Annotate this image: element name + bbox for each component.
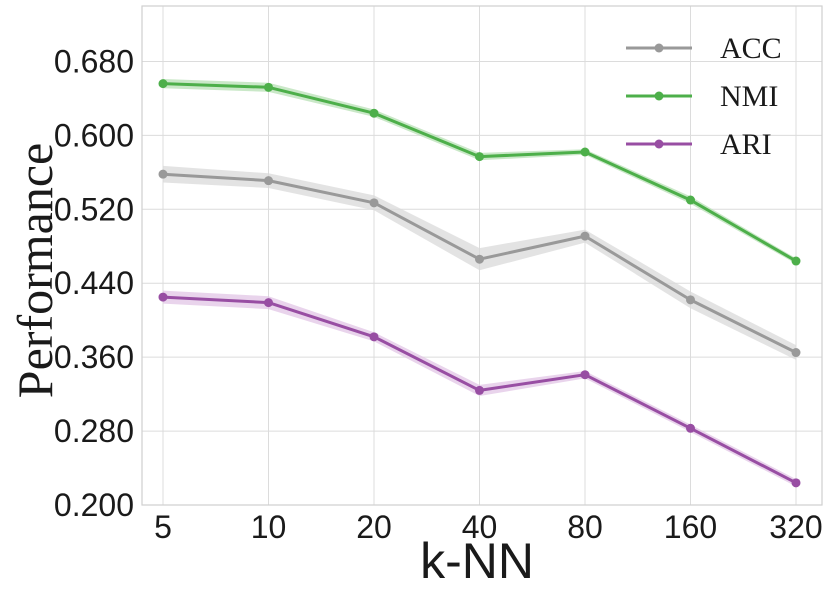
- y-tick-label: 0.520: [54, 191, 134, 227]
- x-tick-label: 320: [769, 509, 822, 545]
- y-tick-label: 0.360: [54, 339, 134, 375]
- acc-data-point: [369, 198, 379, 208]
- ari-data-point: [158, 292, 168, 302]
- acc-data-point: [580, 231, 590, 241]
- y-axis-label: Performance: [7, 143, 63, 398]
- acc-data-point: [264, 176, 273, 186]
- y-tick-label: 0.280: [54, 413, 134, 449]
- x-tick-label: 20: [356, 509, 392, 545]
- y-tick-label: 0.200: [54, 487, 134, 523]
- acc-data-point: [686, 295, 695, 305]
- plot-frame: [141, 5, 823, 506]
- y-tick-label: 0.440: [54, 265, 134, 301]
- series-points: [158, 79, 801, 488]
- acc-data-point: [475, 254, 484, 264]
- nmi-data-point: [369, 108, 379, 118]
- y-tick-label: 0.680: [54, 43, 134, 79]
- acc-legend-marker: [654, 43, 664, 53]
- ari-data-point: [475, 385, 484, 395]
- ari-data-point: [580, 370, 590, 380]
- nmi-data-point: [580, 147, 590, 157]
- x-tick-label: 80: [567, 509, 603, 545]
- nmi-data-point: [475, 152, 484, 162]
- nmi-legend-marker: [654, 91, 664, 101]
- y-tick-label: 0.600: [54, 117, 134, 153]
- x-tick-label: 5: [154, 509, 172, 545]
- nmi-data-point: [686, 195, 695, 205]
- ari-data-point: [264, 298, 273, 308]
- nmi-data-point: [158, 79, 168, 89]
- acc-data-point: [791, 348, 801, 358]
- ari-data-point: [791, 478, 801, 488]
- nmi-data-point: [264, 82, 273, 92]
- nmi-legend-label: NMI: [720, 80, 778, 113]
- x-tick-label: 40: [462, 509, 498, 545]
- y-tick-labels: 0.200 0.280 0.360 0.440 0.520 0.600 0.680: [54, 43, 134, 523]
- ari-legend-marker: [654, 139, 664, 149]
- x-tick-label: 160: [664, 509, 717, 545]
- x-axis-label: k-NN: [420, 533, 534, 589]
- x-tick-labels: 5 10 20 40 80 160 320: [154, 509, 823, 545]
- grid-lines: [142, 6, 822, 506]
- acc-legend-label: ACC: [720, 32, 782, 65]
- ari-data-point: [369, 332, 379, 342]
- ari-legend-label: ARI: [720, 128, 772, 161]
- x-tick-label: 10: [251, 509, 287, 545]
- ari-data-point: [686, 423, 695, 433]
- acc-data-point: [158, 169, 168, 179]
- nmi-data-point: [791, 256, 801, 266]
- legend: ACC NMI ARI: [626, 32, 782, 161]
